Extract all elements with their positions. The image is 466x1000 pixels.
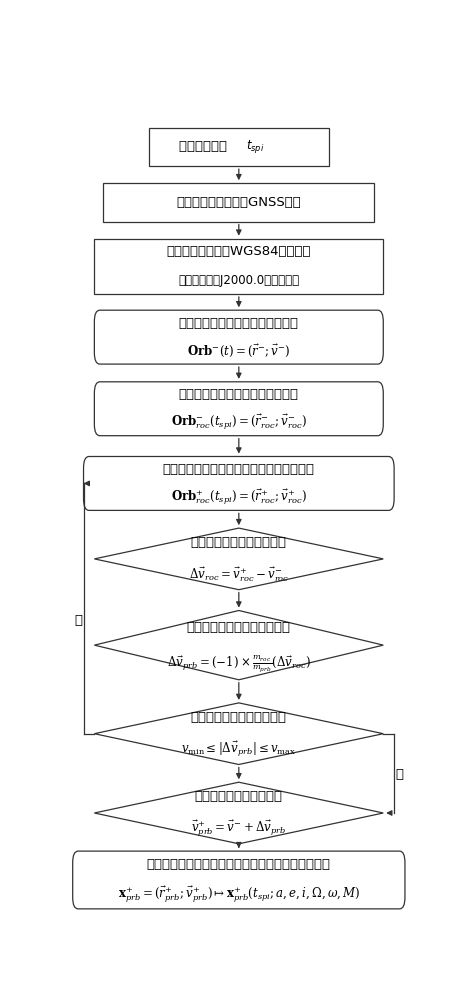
Polygon shape [94, 782, 383, 844]
FancyBboxPatch shape [94, 239, 383, 294]
Text: $\mathbf{Orb}^{-}_{roc}(t_{spi}) = (\vec{r}^{-}_{roc};\vec{v}^{-}_{roc})$: $\mathbf{Orb}^{-}_{roc}(t_{spi}) = (\vec… [171, 413, 307, 432]
Text: 坐标系转换至J2000.0惯性坐标系: 坐标系转换至J2000.0惯性坐标系 [178, 274, 299, 287]
Text: 探测器速度增量合理性检验: 探测器速度增量合理性检验 [191, 711, 287, 724]
Text: $\mathbf{Orb}^{-}(t) = (\vec{r}^{-};\vec{v}^{-})$: $\mathbf{Orb}^{-}(t) = (\vec{r}^{-};\vec… [187, 343, 291, 359]
Text: $\mathbf{Orb}^{+}_{roc}(t_{spi}) = (\vec{r}^{+}_{roc};\vec{v}^{+}_{roc})$: $\mathbf{Orb}^{+}_{roc}(t_{spi}) = (\vec… [171, 488, 307, 507]
Text: 是: 是 [396, 768, 404, 781]
Text: 逐点确定分离后火箭轨道，外推至分离时刻: 逐点确定分离后火箭轨道，外推至分离时刻 [163, 463, 315, 476]
FancyBboxPatch shape [94, 382, 383, 436]
Text: 计算分离时刻火箭速度增量: 计算分离时刻火箭速度增量 [191, 536, 287, 549]
FancyBboxPatch shape [94, 310, 383, 364]
FancyBboxPatch shape [83, 456, 394, 510]
Polygon shape [94, 528, 383, 590]
Text: $\Delta\vec{v}_{prb} = (-1)\times\frac{m_{roc}}{m_{prb}}(\Delta\vec{v}_{roc})$: $\Delta\vec{v}_{prb} = (-1)\times\frac{m… [167, 653, 311, 674]
Text: 位置和速度数据从WGS84地球固连: 位置和速度数据从WGS84地球固连 [166, 245, 311, 258]
Text: $t_{spi}$: $t_{spi}$ [246, 138, 264, 155]
Text: $\vec{v}^{+}_{prb} = \vec{v}^{-} + \Delta\vec{v}_{prb}$: $\vec{v}^{+}_{prb} = \vec{v}^{-} + \Delt… [191, 819, 287, 839]
Text: 读取分离时刻: 读取分离时刻 [179, 140, 232, 153]
Polygon shape [94, 610, 383, 680]
Text: 否: 否 [74, 614, 82, 627]
FancyBboxPatch shape [103, 183, 374, 222]
Text: 读取火箭位置和速度GNSS数据: 读取火箭位置和速度GNSS数据 [177, 196, 301, 209]
FancyBboxPatch shape [149, 128, 329, 166]
Polygon shape [94, 703, 383, 764]
Text: 确定月球探测器与火箭联合体轨道: 确定月球探测器与火箭联合体轨道 [179, 317, 299, 330]
Text: $\Delta\vec{v}_{roc} = \vec{v}^{+}_{roc} - \vec{v}^{-}_{roc}$: $\Delta\vec{v}_{roc} = \vec{v}^{+}_{roc}… [189, 566, 289, 584]
FancyBboxPatch shape [73, 851, 405, 909]
Text: 确定月球探测器射入转移轨道，并转换为开普勒根数: 确定月球探测器射入转移轨道，并转换为开普勒根数 [147, 858, 331, 871]
Text: 计算分离时刻探测器速度增量: 计算分离时刻探测器速度增量 [187, 621, 291, 634]
Text: $v_{\mathrm{min}} \leq |\Delta\vec{v}_{prb}| \leq v_{\mathrm{max}}$: $v_{\mathrm{min}} \leq |\Delta\vec{v}_{p… [181, 740, 296, 759]
Text: $\mathbf{x}^{+}_{prb} = (\vec{r}^{+}_{prb};\vec{v}^{+}_{prb}) \mapsto \mathbf{x}: $\mathbf{x}^{+}_{prb} = (\vec{r}^{+}_{pr… [117, 885, 360, 905]
Text: 计算分离后探测器合速度: 计算分离后探测器合速度 [195, 790, 283, 803]
Text: 轨道外推，得到火箭分离时刻轨道: 轨道外推，得到火箭分离时刻轨道 [179, 388, 299, 401]
